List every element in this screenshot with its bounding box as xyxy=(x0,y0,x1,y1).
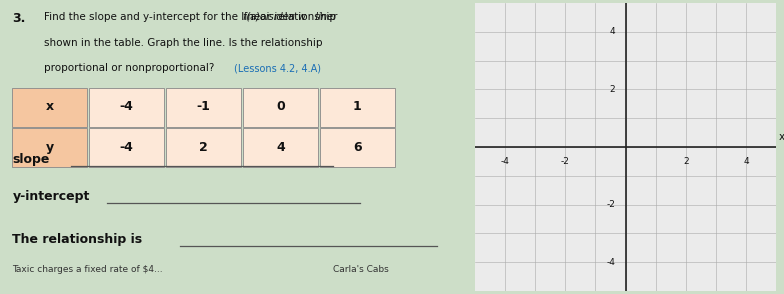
Text: (Lessons 4.2, 4.A): (Lessons 4.2, 4.A) xyxy=(234,64,321,74)
Text: -1: -1 xyxy=(197,100,210,113)
Text: x: x xyxy=(779,132,784,142)
Text: 4: 4 xyxy=(276,141,285,153)
Text: f(a)oisiden w   liner: f(a)oisiden w liner xyxy=(243,11,337,21)
Text: shown in the table. Graph the line. Is the relationship: shown in the table. Graph the line. Is t… xyxy=(44,38,322,48)
FancyBboxPatch shape xyxy=(166,128,241,167)
FancyBboxPatch shape xyxy=(89,128,164,167)
Text: 2: 2 xyxy=(683,157,688,166)
Text: x: x xyxy=(45,100,54,113)
Text: 0: 0 xyxy=(276,100,285,113)
Text: y: y xyxy=(45,141,54,153)
FancyBboxPatch shape xyxy=(89,88,164,127)
Text: 4: 4 xyxy=(609,27,615,36)
Text: Find the slope and y-intercept for the linear relationship: Find the slope and y-intercept for the l… xyxy=(44,11,336,21)
Text: 4: 4 xyxy=(743,157,749,166)
Text: The relationship is: The relationship is xyxy=(13,233,143,246)
Text: slope: slope xyxy=(13,153,49,166)
Text: 1: 1 xyxy=(353,100,361,113)
FancyBboxPatch shape xyxy=(320,88,394,127)
Text: -4: -4 xyxy=(500,157,510,166)
Text: Taxic charges a fixed rate of $4...: Taxic charges a fixed rate of $4... xyxy=(13,265,163,274)
Text: 6: 6 xyxy=(353,141,361,153)
FancyBboxPatch shape xyxy=(13,128,87,167)
Text: -4: -4 xyxy=(606,258,615,267)
Text: Carla's Cabs: Carla's Cabs xyxy=(333,265,389,274)
Text: -4: -4 xyxy=(120,141,133,153)
FancyBboxPatch shape xyxy=(243,88,318,127)
Text: y-intercept: y-intercept xyxy=(13,190,89,203)
Text: 2: 2 xyxy=(609,85,615,94)
Text: 3.: 3. xyxy=(13,11,26,25)
Text: proportional or nonproportional?: proportional or nonproportional? xyxy=(44,64,214,74)
FancyBboxPatch shape xyxy=(166,88,241,127)
FancyBboxPatch shape xyxy=(243,128,318,167)
Text: 2: 2 xyxy=(199,141,208,153)
Text: -2: -2 xyxy=(606,200,615,209)
FancyBboxPatch shape xyxy=(320,128,394,167)
Text: -4: -4 xyxy=(120,100,133,113)
FancyBboxPatch shape xyxy=(13,88,87,127)
Text: -2: -2 xyxy=(561,157,570,166)
